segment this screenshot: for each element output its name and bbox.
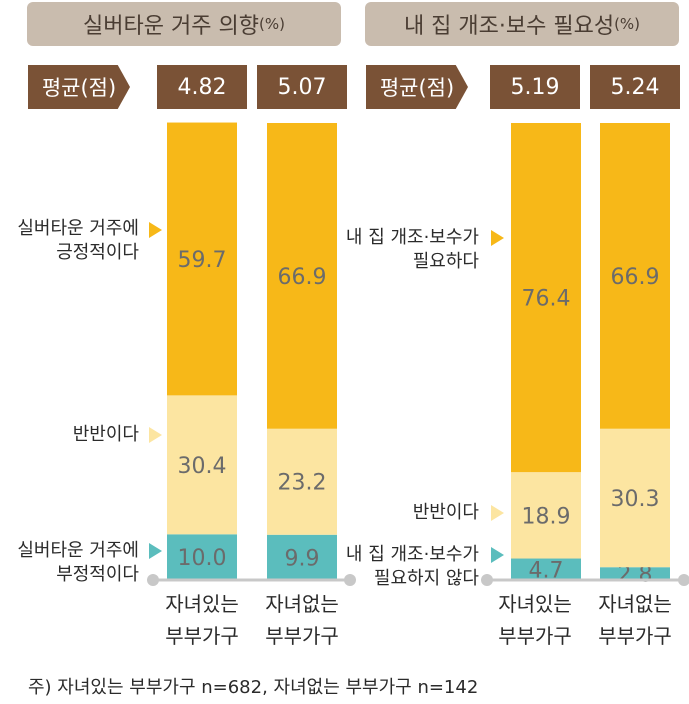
- left-bar-2-segment-1: [267, 534, 337, 580]
- left-legend-positive-marker: [149, 222, 162, 238]
- left-legend-negative-marker: [149, 543, 162, 559]
- left-bar-1-segment-3: [167, 122, 237, 396]
- right-legend-negative: 내 집 개조·보수가 필요하지 않다: [346, 543, 479, 591]
- right-legend-positive: 내 집 개조·보수가 필요하다: [346, 226, 479, 274]
- left-bar-1-value-3: 59.7: [178, 248, 227, 273]
- right-bar-1-segment-3: [511, 123, 581, 473]
- left-axis-endpoint-2: [344, 574, 356, 586]
- right-bar-2-segment-3: [600, 123, 670, 429]
- right-x-label-2: 자녀없는 부부가구: [580, 588, 689, 652]
- left-bar-1-segment-2: [167, 395, 237, 535]
- right-x-label-1: 자녀있는 부부가구: [480, 588, 590, 652]
- left-legend-negative: 실버타운 거주에 부정적이다: [17, 539, 139, 587]
- left-bar-2-value-1: 9.9: [285, 546, 320, 571]
- left-bar-2-segment-3: [267, 123, 337, 429]
- right-title-text: 내 집 개조·보수 필요성: [403, 14, 615, 39]
- left-title-unit: (%): [258, 15, 285, 33]
- left-x-label-2-line2: 부부가구: [265, 624, 339, 648]
- right-x-label-1-line1: 자녀있는: [498, 592, 572, 616]
- left-avg-label: 평균(점): [28, 65, 130, 109]
- right-chart-title: 내 집 개조·보수 필요성 (%): [365, 2, 679, 46]
- right-bar-2-value-2: 30.3: [611, 487, 660, 512]
- left-x-label-1-line1: 자녀있는: [165, 592, 239, 616]
- right-legend-positive-line1: 내 집 개조·보수가: [345, 227, 479, 248]
- right-bar-1-segment-1: [511, 558, 581, 580]
- right-avg-value-1: 5.19: [490, 65, 580, 109]
- right-x-label-1-line2: 부부가구: [498, 624, 572, 648]
- left-bar-2-segment-2: [267, 428, 337, 535]
- right-avg-label: 평균(점): [366, 65, 468, 109]
- right-bar-1-value-2: 18.9: [522, 504, 571, 529]
- right-legend-negative-line2: 필요하지 않다: [373, 568, 479, 589]
- left-legend-positive-line2: 긍정적이다: [56, 242, 139, 263]
- left-chart-title: 실버타운 거주 의향 (%): [27, 2, 341, 46]
- right-bar-1-segment-2: [511, 472, 581, 559]
- left-bar-1-segment-1: [167, 534, 237, 580]
- left-legend-positive-line1: 실버타운 거주에: [17, 218, 139, 239]
- left-legend-neutral-marker: [149, 427, 162, 443]
- left-axis-endpoint-1: [147, 574, 159, 586]
- left-avg-value-1: 4.82: [157, 65, 247, 109]
- right-legend-neutral-marker: [491, 505, 504, 521]
- right-legend-negative-marker: [491, 547, 504, 563]
- left-x-label-2-line1: 자녀없는: [265, 592, 339, 616]
- right-bar-2-segment-2: [600, 428, 670, 568]
- left-x-label-1: 자녀있는 부부가구: [147, 588, 257, 652]
- footnote: 주) 자녀있는 부부가구 n=682, 자녀없는 부부가구 n=142: [28, 677, 479, 698]
- right-legend-neutral: 반반이다: [412, 502, 479, 523]
- left-avg-value-2: 5.07: [257, 65, 347, 109]
- left-bar-2-value-2: 23.2: [278, 471, 327, 496]
- left-x-label-2: 자녀없는 부부가구: [247, 588, 357, 652]
- left-legend-neutral: 반반이다: [72, 424, 139, 445]
- left-bar-1-value-1: 10.0: [178, 546, 227, 571]
- left-title-text: 실버타운 거주 의향: [83, 14, 259, 39]
- left-legend-negative-line1: 실버타운 거주에: [17, 540, 139, 561]
- left-x-label-1-line2: 부부가구: [165, 624, 239, 648]
- left-bar-1-value-2: 30.4: [178, 454, 227, 479]
- right-x-label-2-line1: 자녀없는: [598, 592, 672, 616]
- right-title-unit: (%): [614, 15, 641, 33]
- right-bar-2-value-3: 66.9: [611, 265, 660, 290]
- right-axis-endpoint-1: [481, 574, 493, 586]
- right-legend-positive-line2: 필요하다: [412, 251, 479, 272]
- right-legend-negative-line1: 내 집 개조·보수가: [345, 544, 479, 565]
- left-bar-2-value-3: 66.9: [278, 265, 327, 290]
- right-avg-value-2: 5.24: [590, 65, 680, 109]
- right-bar-1-value-3: 76.4: [522, 287, 571, 312]
- right-axis-endpoint-2: [678, 574, 689, 586]
- left-legend-positive: 실버타운 거주에 긍정적이다: [17, 217, 139, 265]
- left-legend-negative-line2: 부정적이다: [56, 564, 139, 585]
- right-x-label-2-line2: 부부가구: [598, 624, 672, 648]
- right-bar-2-segment-1: [600, 567, 670, 580]
- right-legend-positive-marker: [491, 230, 504, 246]
